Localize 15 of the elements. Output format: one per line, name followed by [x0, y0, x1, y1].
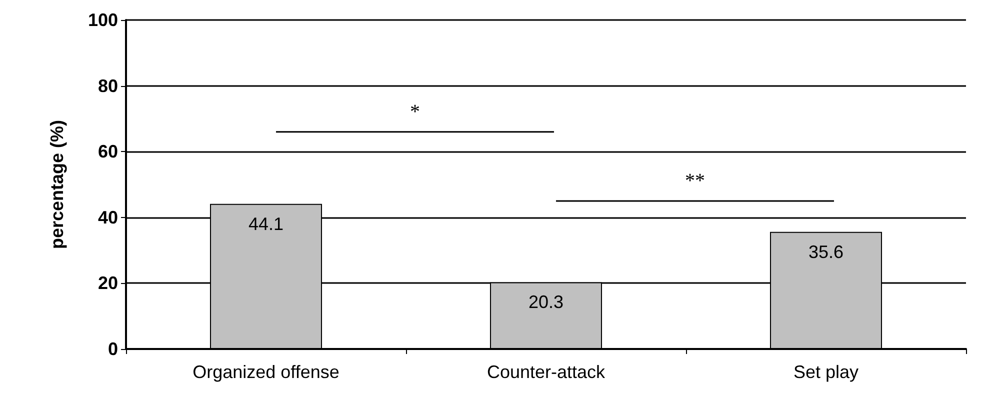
- y-tick-label: 60: [98, 142, 118, 162]
- data-label: 44.1: [248, 214, 284, 234]
- x-tick-label: Counter-attack: [486, 362, 606, 382]
- annotation: *: [410, 100, 420, 123]
- y-axis-title: percentage (%): [47, 120, 67, 250]
- y-tick-label: 40: [98, 207, 118, 228]
- y-tick-label: 100: [88, 10, 118, 30]
- y-tick-label: 20: [98, 273, 118, 294]
- annotation: **: [685, 170, 705, 192]
- y-tick-label: 0: [108, 339, 118, 359]
- y-tick-label: 80: [98, 76, 118, 96]
- data-label: 20.3: [528, 292, 564, 312]
- x-tick-label: Organized offense: [192, 362, 340, 382]
- x-tick-label: Set play: [793, 362, 859, 382]
- data-label: 35.6: [808, 242, 844, 262]
